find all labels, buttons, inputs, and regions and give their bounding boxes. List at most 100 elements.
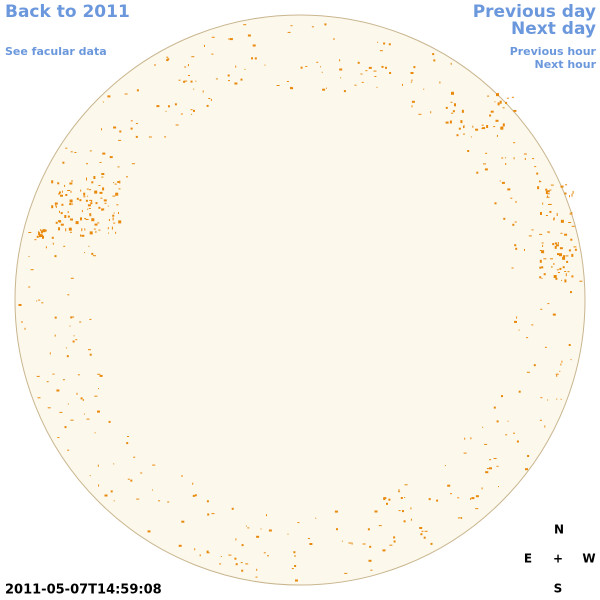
facula [71, 203, 74, 205]
facula [481, 487, 483, 490]
facula [324, 23, 327, 26]
facula [130, 127, 133, 130]
facula [398, 489, 400, 492]
facula [428, 498, 431, 501]
facula [547, 303, 550, 305]
facula [69, 231, 72, 233]
facula [166, 56, 169, 58]
facula [513, 109, 517, 112]
facula [113, 126, 117, 129]
facula [62, 379, 65, 381]
facula [88, 349, 91, 351]
next-day-link[interactable]: Next day [511, 19, 596, 39]
facula [107, 227, 109, 230]
facula [147, 530, 151, 533]
facula [67, 403, 69, 405]
facula [211, 36, 215, 38]
facula [231, 507, 234, 510]
facula [502, 123, 505, 127]
facula [89, 199, 93, 201]
facula [268, 529, 272, 532]
facular-link[interactable]: See facular data [5, 45, 107, 58]
facula [84, 228, 86, 231]
facula [514, 320, 517, 323]
facula [311, 26, 314, 28]
facula [60, 212, 63, 215]
facula [102, 101, 104, 103]
facula [84, 218, 87, 220]
facula [494, 101, 496, 103]
facula [388, 43, 391, 46]
facula [430, 542, 433, 545]
facula [445, 106, 448, 109]
facula [245, 563, 249, 565]
facula [59, 411, 63, 413]
facula [543, 273, 546, 276]
facula [294, 565, 297, 567]
facula [571, 212, 573, 215]
facula [158, 500, 161, 502]
previous-day-link[interactable]: Previous day [473, 2, 596, 22]
previous-hour-link[interactable]: Previous hour [510, 45, 597, 58]
facula [241, 544, 244, 547]
facula [91, 200, 93, 202]
facula [560, 398, 562, 400]
facula [69, 199, 73, 203]
facula [402, 83, 403, 86]
facula [119, 180, 121, 184]
facula [93, 255, 96, 257]
facula [404, 484, 408, 486]
facula [183, 80, 186, 83]
facula [565, 184, 568, 186]
facula [71, 180, 73, 182]
facula [456, 134, 459, 137]
facula [54, 255, 57, 258]
facula [39, 234, 43, 238]
facula [550, 184, 554, 186]
facula [115, 192, 119, 196]
facula [109, 156, 113, 159]
facula [81, 210, 83, 213]
facula [67, 215, 70, 218]
facula [485, 471, 489, 474]
facula [553, 218, 555, 221]
facula [188, 64, 189, 67]
facula [544, 346, 547, 348]
facula [539, 276, 542, 279]
facula [383, 497, 387, 500]
facula [484, 168, 488, 171]
facula [450, 493, 452, 495]
facula [240, 562, 243, 564]
facula [559, 247, 563, 250]
facula [190, 80, 193, 83]
next-hour-link[interactable]: Next hour [535, 58, 597, 71]
facula [490, 110, 494, 113]
facula [112, 214, 115, 217]
facula [423, 536, 426, 539]
facula [54, 316, 57, 319]
facula [90, 231, 91, 234]
facula [500, 126, 504, 130]
facula [118, 188, 121, 190]
facula [206, 104, 209, 107]
facula [40, 230, 43, 234]
facula [571, 225, 575, 227]
facula [241, 569, 244, 572]
facula [69, 325, 71, 327]
facula [539, 181, 542, 183]
facula [525, 468, 528, 471]
facula [101, 208, 105, 211]
facula [113, 500, 115, 502]
facula [88, 208, 91, 209]
facula [202, 90, 204, 93]
facula [89, 353, 92, 356]
compass-center: + [553, 552, 563, 566]
facula [451, 91, 454, 95]
facula [336, 528, 338, 531]
back-link[interactable]: Back to 2011 [5, 2, 130, 22]
facula [58, 220, 61, 223]
facula [57, 437, 60, 438]
facula [99, 162, 102, 163]
facula [69, 182, 73, 185]
